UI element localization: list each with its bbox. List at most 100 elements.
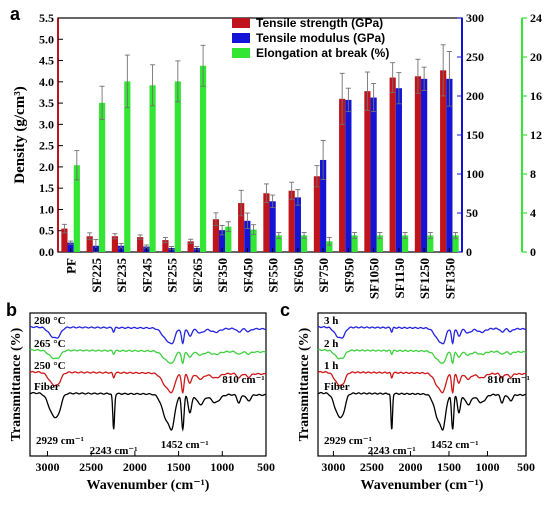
bar-tensile-strength-gpa-sf255	[162, 240, 169, 252]
x-tick-label-sf235: SF235	[114, 258, 129, 293]
annotation-810: 810 cm⁻¹	[487, 374, 529, 386]
x-tick-label: 1500	[167, 460, 191, 474]
chart-a: a 0.0 0.5 1.0 1.5 2.0 2.5 3.0 3.5 4.0 4.5 5.0 5.5 0 50…	[10, 4, 542, 299]
bar-tensile-modulus-gpa-sf450	[244, 220, 251, 252]
bar-tensile-modulus-gpa-sf1350	[446, 78, 453, 252]
y-tick-label: 2.0	[39, 160, 54, 174]
bar-elongation-at-break-sf255	[174, 81, 181, 252]
x-tick-label-pf: PF	[64, 258, 79, 274]
x-tick-label: 1500	[437, 460, 461, 474]
x-tick-label: 1000	[210, 460, 234, 474]
bar-tensile-modulus-gpa-sf1250	[421, 78, 428, 252]
x-tick-label-sf245: SF245	[139, 258, 154, 293]
x-tick-label-sf225: SF225	[89, 258, 104, 293]
bar-elongation-at-break-sf1350	[452, 235, 459, 252]
bar-elongation-at-break-sf245	[149, 85, 156, 253]
x-tick-label-sf1250: SF1250	[417, 258, 432, 299]
x-tick-label-sf1350: SF1350	[442, 258, 457, 299]
bar-elongation-at-break-sf235	[124, 81, 131, 252]
series-label-265-c: 265 °C	[34, 338, 66, 350]
x-tick-label-sf550: SF550	[266, 258, 281, 293]
y-tick-label: 4.5	[39, 54, 54, 68]
panel-label-c: c	[280, 300, 290, 320]
series-label-fiber: Fiber	[34, 381, 60, 393]
annotation-1452: 1452 cm⁻¹	[431, 439, 479, 451]
legend-label-elongation-at-break: Elongation at break (%)	[256, 46, 389, 60]
x-tick-label: 3000	[321, 460, 345, 474]
x-tick-label-sf1050: SF1050	[367, 258, 382, 299]
x-tick-label: 1000	[475, 460, 499, 474]
bar-tensile-modulus-gpa-sf550	[269, 201, 276, 252]
y3-tick-label: 12	[530, 128, 542, 142]
bar-tensile-strength-gpa-sf550	[263, 193, 270, 252]
legend-label-tensile-strength-gpa: Tensile strength (GPa)	[256, 16, 383, 30]
bar-tensile-modulus-gpa-sf1050	[370, 97, 377, 252]
legend-a: Tensile strength (GPa)Tensile modulus (G…	[232, 16, 389, 60]
x-tick-label: 2000	[398, 460, 422, 474]
annotation-2929: 2929 cm⁻¹	[324, 435, 372, 447]
y-tick-label: 3.0	[39, 117, 54, 131]
bar-tensile-strength-gpa-sf245	[137, 237, 144, 252]
y3-tick-label: 20	[530, 50, 542, 64]
y-axis-label-a: Density (g/cm³)	[12, 86, 28, 183]
bar-elongation-at-break-sf350	[225, 226, 232, 252]
x-tick-label-sf255: SF255	[165, 258, 180, 293]
y2-tick-label: 200	[466, 89, 484, 103]
x-tick-label-sf950: SF950	[341, 258, 356, 293]
y3-tick-label: 4	[530, 206, 536, 220]
bar-tensile-modulus-gpa-sf750	[320, 159, 327, 252]
bar-tensile-modulus-gpa-pf	[67, 242, 74, 252]
legend-swatch-tensile-strength-gpa	[232, 18, 250, 28]
y-tick-label: 1.0	[39, 202, 54, 216]
y2-tick-label: 100	[466, 167, 484, 181]
spectrum-265-c	[29, 348, 267, 365]
y-tick-label: 0.0	[39, 245, 54, 259]
y2-tick-label: 50	[466, 206, 478, 220]
y3-tick-label: 16	[530, 89, 542, 103]
bar-elongation-at-break-sf1050	[376, 235, 383, 252]
x-tick-label: 2500	[360, 460, 384, 474]
y-axis-label-b: Transmittance (%)	[9, 327, 24, 441]
series-label-2-h: 2 h	[324, 338, 338, 350]
bar-tensile-modulus-gpa-sf1150	[395, 88, 402, 252]
spectrum-fiber	[318, 391, 527, 431]
y-tick-label: 0.5	[39, 224, 54, 238]
bar-tensile-strength-gpa-sf1150	[389, 77, 396, 253]
series-label-280-c: 280 °C	[34, 315, 66, 327]
bar-elongation-at-break-sf750	[326, 241, 333, 252]
x-tick-label-sf750: SF750	[316, 258, 331, 293]
annotation-810: 810 cm⁻¹	[222, 374, 264, 386]
legend-swatch-tensile-modulus-gpa	[232, 33, 250, 43]
y2-tick-label: 0	[466, 245, 472, 259]
y-tick-label: 5.5	[39, 11, 54, 25]
bar-tensile-modulus-gpa-sf650	[294, 197, 301, 252]
spectrum-fiber	[30, 391, 267, 432]
bar-elongation-at-break-sf225	[98, 102, 106, 252]
plot-frame-b	[29, 312, 267, 457]
bar-tensile-modulus-gpa-sf950	[345, 99, 352, 253]
series-label-1-h: 1 h	[324, 360, 338, 372]
bar-tensile-strength-gpa-sf1250	[414, 76, 422, 253]
y2-tick-label: 300	[466, 11, 484, 25]
bar-tensile-strength-gpa-sf235	[111, 236, 119, 252]
bar-tensile-strength-gpa-sf225	[86, 236, 93, 252]
bar-tensile-strength-gpa-sf1350	[440, 70, 447, 253]
spectrum-3-h	[317, 325, 527, 345]
bar-tensile-strength-gpa-sf450	[238, 203, 245, 252]
y3-tick-label: 0	[530, 245, 536, 259]
legend-label-tensile-modulus-gpa: Tensile modulus (GPa)	[256, 31, 385, 45]
x-tick-label: 500	[517, 460, 535, 474]
bar-elongation-at-break-sf1250	[427, 235, 434, 252]
bar-elongation-at-break-pf	[73, 165, 80, 252]
bar-elongation-at-break-sf1150	[401, 235, 409, 252]
x-tick-label: 2000	[123, 460, 147, 474]
y-tick-label: 3.5	[39, 96, 54, 110]
x-tick-label-sf450: SF450	[240, 258, 255, 293]
annotation-2243: 2243 cm⁻¹	[90, 445, 138, 457]
y-tick-label: 4.0	[39, 75, 54, 89]
y3-tick-label: 8	[530, 167, 536, 181]
plot-frame-c	[317, 312, 527, 457]
spectrum-250-c	[29, 370, 267, 394]
x-tick-label-sf650: SF650	[291, 258, 306, 293]
